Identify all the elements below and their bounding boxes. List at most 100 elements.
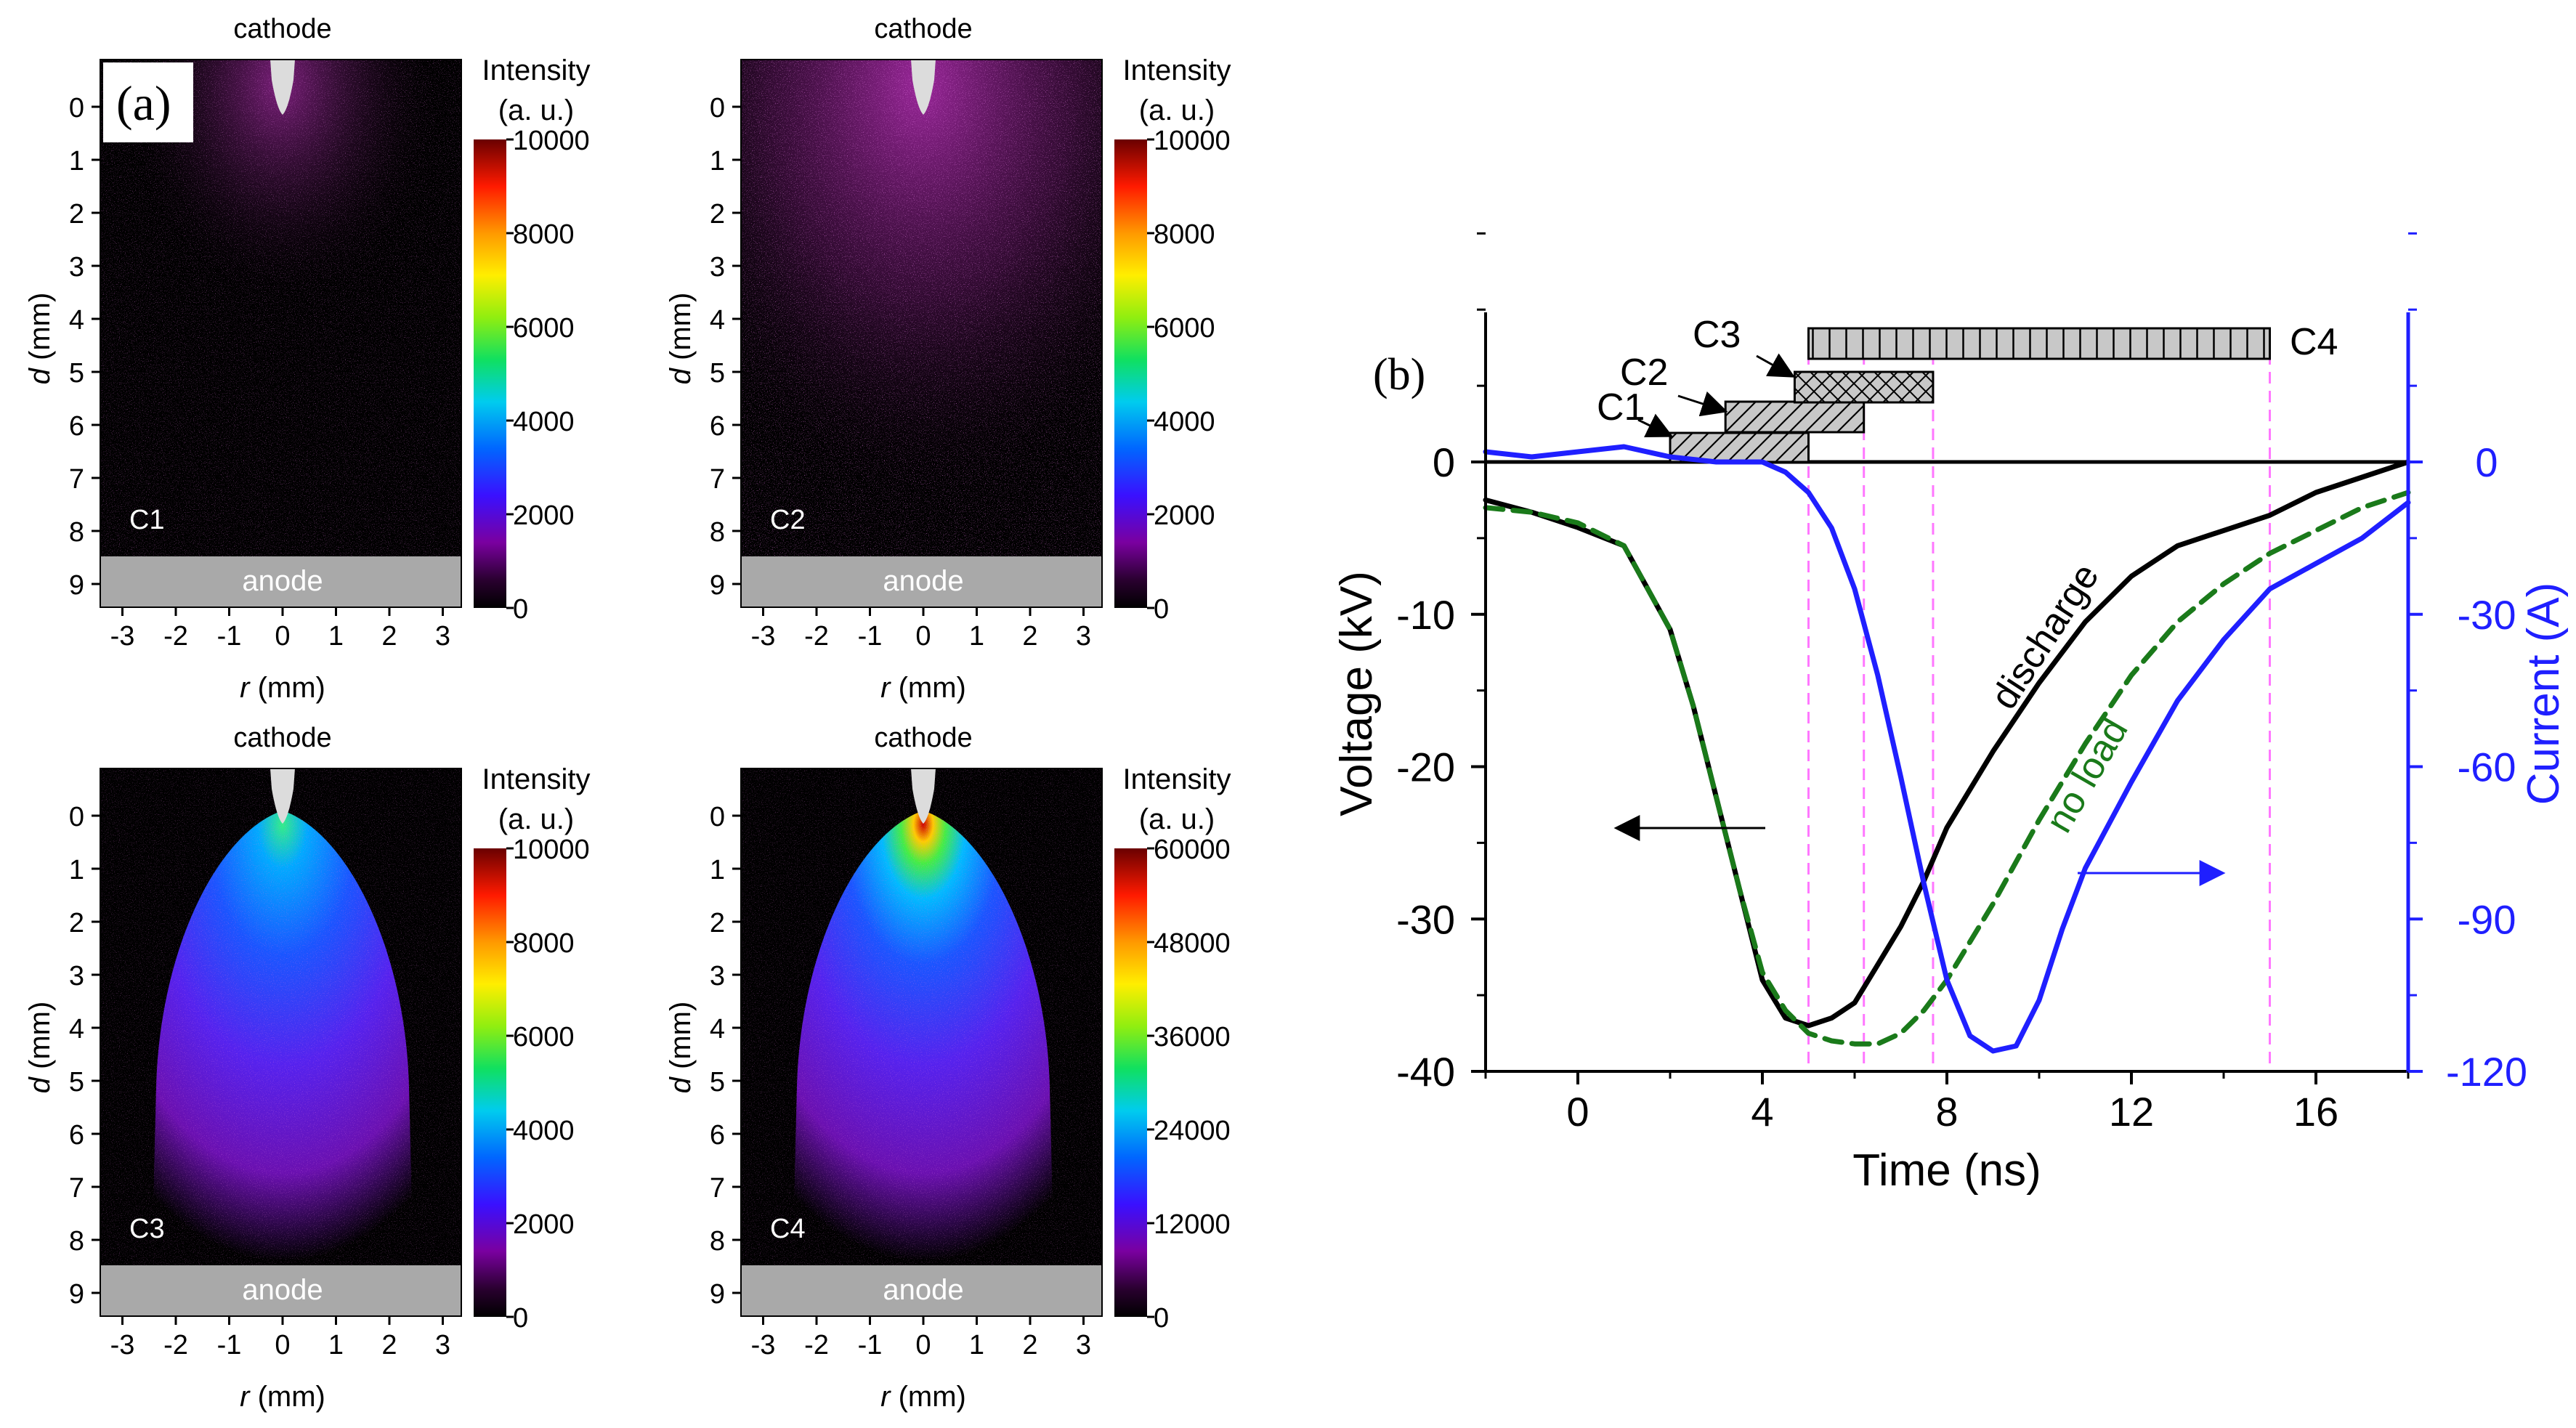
no-load-label: no load	[2038, 711, 2136, 840]
colorbar-tick-label: 24000	[1154, 1116, 1231, 1146]
current-axis-title: Current (A)	[2519, 583, 2569, 806]
frame-label: C2	[770, 505, 806, 535]
x-tick-label: 3	[435, 621, 450, 652]
colorbar-tick-label: 10000	[1154, 126, 1231, 156]
time-axis-ticks: 0 4 8 12 16	[1484, 1071, 2410, 1135]
frame-label: C4	[770, 1214, 806, 1244]
colorbar-tick-label: 0	[513, 594, 528, 625]
cathode-label: cathode	[233, 14, 331, 44]
colorbar-tick-label: 10000	[513, 126, 590, 156]
emission-speckle	[100, 768, 461, 1265]
anode-block	[741, 556, 1102, 607]
y-tick-label: 2	[69, 908, 84, 938]
frame-bar-c2	[1724, 400, 1866, 434]
y-tick-label: 7	[69, 464, 84, 495]
frame-pointer-c1	[1637, 413, 1674, 437]
y-tick-label: 0	[710, 93, 725, 123]
x-tick-label: 2	[381, 1330, 397, 1360]
y-axis-title: d (mm)	[24, 1002, 56, 1094]
frame-label: C3	[129, 1214, 165, 1244]
y-tick-label: 2	[710, 908, 725, 938]
colorbar-tick-label: 2000	[1154, 500, 1215, 531]
colorbar-tick-label: 60000	[1154, 835, 1231, 865]
x-tick-label: 0	[275, 1330, 290, 1360]
x-tick-label: 3	[1076, 621, 1091, 652]
panel-b-label: (b)	[1373, 350, 1425, 399]
x-axis-title: r (mm)	[240, 1381, 325, 1413]
x-tick-label: 2	[1022, 621, 1037, 652]
x-tick-label: -1	[217, 621, 242, 652]
cathode-label: cathode	[874, 723, 972, 753]
emission-speckle	[741, 768, 1102, 1265]
y-tick-label: 6	[710, 411, 725, 442]
x-tick-label: -2	[163, 1330, 188, 1360]
y-tick-label: 8	[710, 1226, 725, 1257]
voltage-tick-label: -10	[1396, 592, 1455, 638]
x-tick-label: -3	[751, 1330, 776, 1360]
cathode-tip	[270, 60, 295, 115]
frame-label-c4: C4	[2290, 321, 2338, 363]
x-tick-label: 1	[969, 621, 984, 652]
current-tick-label: 0	[2475, 439, 2498, 485]
voltage-axis-title: Voltage (kV)	[1332, 571, 1382, 816]
y-tick-label: 5	[69, 358, 84, 389]
heatmap-c2: anode cathode C2 0 1 2 3 4 5 6 7 8 9 -3 -2 -1 0 1 2 3 r (mm)…	[665, 14, 1231, 704]
colorbar-tick-label: 0	[1154, 594, 1169, 625]
heatmap-frame	[740, 59, 1103, 608]
y-tick-label: 5	[710, 1067, 725, 1098]
colorbar	[474, 139, 506, 608]
x-tick-label: 0	[915, 1330, 931, 1360]
y-axis-title: d (mm)	[24, 293, 56, 385]
colorbar-title: Intensity	[482, 54, 591, 86]
x-tick-label: 3	[435, 1330, 450, 1360]
x-tick-label: -3	[751, 621, 776, 652]
anode-block	[741, 1265, 1102, 1316]
current-tick-label: -90	[2458, 896, 2516, 942]
x-tick-label: 0	[275, 621, 290, 652]
colorbar-title-units: (a. u.)	[498, 94, 574, 126]
current-tick-label: -60	[2458, 745, 2516, 790]
x-tick-label: -2	[163, 621, 188, 652]
colorbar-tick-label: 48000	[1154, 928, 1231, 959]
y-tick-label: 6	[710, 1120, 725, 1151]
x-axis-title: r (mm)	[240, 672, 325, 704]
colorbar-tick-label: 8000	[1154, 219, 1215, 250]
y-tick-label: 1	[69, 855, 84, 885]
heatmap-frame	[100, 768, 462, 1317]
x-tick-label: -1	[858, 621, 883, 652]
x-axis-title: r (mm)	[880, 672, 966, 704]
x-tick-label: -3	[110, 621, 135, 652]
y-tick-label: 4	[69, 1014, 84, 1044]
x-tick-label: -2	[804, 1330, 829, 1360]
anode-label: anode	[883, 1274, 963, 1306]
current-axis-ticks: 0 -30 -60 -90 -120	[2408, 232, 2527, 1095]
anode-block	[100, 1265, 461, 1316]
colorbar-tick-label: 6000	[513, 313, 575, 344]
x-axis-title: r (mm)	[880, 1381, 966, 1413]
y-tick-label: 6	[69, 411, 84, 442]
frame-pointer-c2	[1677, 391, 1728, 417]
frame-bar-c3	[1793, 370, 1935, 404]
y-tick-label: 3	[710, 961, 725, 991]
y-tick-label: 5	[710, 358, 725, 389]
frame-bar-c4	[1807, 327, 2271, 360]
y-tick-label: 3	[710, 252, 725, 283]
series-line-current	[1483, 444, 2411, 1054]
cathode-label: cathode	[874, 14, 972, 44]
x-tick-label: -1	[217, 1330, 242, 1360]
current-tick-label: -30	[2458, 592, 2516, 638]
panel-a: anode cathode C1 0 1 2 3 4 5 6 7 8 9 -3 -2 -1 0 1 2 3 r (mm)…	[24, 14, 1231, 1413]
y-tick-label: 0	[710, 802, 725, 832]
y-tick-label: 9	[710, 570, 725, 601]
y-tick-label: 0	[69, 802, 84, 832]
y-tick-label: 6	[69, 1120, 84, 1151]
colorbar-title: Intensity	[1123, 54, 1231, 86]
colorbar-tick-label: 12000	[1154, 1209, 1231, 1240]
colorbar-tick-label: 0	[513, 1303, 528, 1334]
frame-label: C1	[129, 505, 165, 535]
x-tick-label: 1	[969, 1330, 984, 1360]
y-tick-label: 9	[69, 1279, 84, 1310]
frame-label-c2: C2	[1620, 352, 1668, 394]
x-tick-label: 2	[1022, 1330, 1037, 1360]
